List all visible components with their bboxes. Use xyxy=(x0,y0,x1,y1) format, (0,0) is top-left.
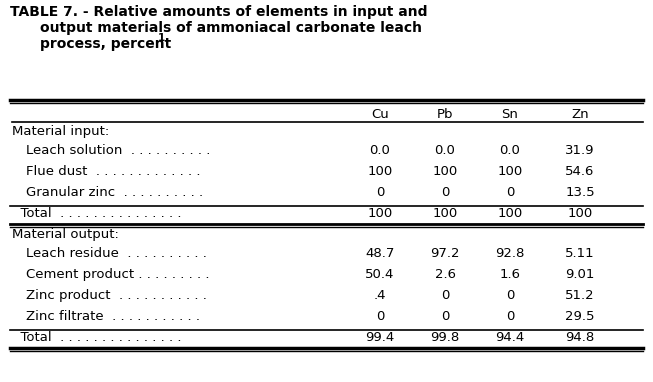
Text: Material output:: Material output: xyxy=(12,228,119,241)
Text: Granular zinc  . . . . . . . . . .: Granular zinc . . . . . . . . . . xyxy=(26,186,203,199)
Text: 1: 1 xyxy=(158,33,165,43)
Text: 0.0: 0.0 xyxy=(434,144,455,157)
Text: 50.4: 50.4 xyxy=(365,268,394,281)
Text: 100: 100 xyxy=(432,207,458,220)
Text: Total  . . . . . . . . . . . . . . .: Total . . . . . . . . . . . . . . . xyxy=(12,207,182,220)
Text: 0: 0 xyxy=(441,289,449,302)
Text: Sn: Sn xyxy=(502,108,518,121)
Text: Leach solution  . . . . . . . . . .: Leach solution . . . . . . . . . . xyxy=(26,144,210,157)
Text: 51.2: 51.2 xyxy=(565,289,595,302)
Text: 99.8: 99.8 xyxy=(430,331,460,344)
Text: Total  . . . . . . . . . . . . . . .: Total . . . . . . . . . . . . . . . xyxy=(12,331,182,344)
Text: 54.6: 54.6 xyxy=(565,165,595,178)
Text: process, percent: process, percent xyxy=(40,37,171,51)
Text: 0.0: 0.0 xyxy=(500,144,520,157)
Text: 0: 0 xyxy=(441,310,449,323)
Text: 0: 0 xyxy=(506,310,514,323)
Text: 0: 0 xyxy=(376,310,384,323)
Text: Material input:: Material input: xyxy=(12,125,109,138)
Text: .4: .4 xyxy=(374,289,387,302)
Text: Leach residue  . . . . . . . . . .: Leach residue . . . . . . . . . . xyxy=(26,247,207,260)
Text: output materials of ammoniacal carbonate leach: output materials of ammoniacal carbonate… xyxy=(40,21,422,35)
Text: Zn: Zn xyxy=(571,108,589,121)
Text: 2.6: 2.6 xyxy=(434,268,456,281)
Text: 0.0: 0.0 xyxy=(370,144,390,157)
Text: TABLE 7. - Relative amounts of elements in input and: TABLE 7. - Relative amounts of elements … xyxy=(10,5,428,19)
Text: 1.6: 1.6 xyxy=(500,268,520,281)
Text: Cement product . . . . . . . . .: Cement product . . . . . . . . . xyxy=(26,268,210,281)
Text: Pb: Pb xyxy=(437,108,453,121)
Text: 100: 100 xyxy=(432,165,458,178)
Text: 29.5: 29.5 xyxy=(565,310,595,323)
Text: 100: 100 xyxy=(567,207,593,220)
Text: Cu: Cu xyxy=(371,108,389,121)
Text: 13.5: 13.5 xyxy=(565,186,595,199)
Text: 100: 100 xyxy=(368,207,392,220)
Text: Zinc product  . . . . . . . . . . .: Zinc product . . . . . . . . . . . xyxy=(26,289,207,302)
Text: 0: 0 xyxy=(441,186,449,199)
Text: 92.8: 92.8 xyxy=(496,247,525,260)
Text: 9.01: 9.01 xyxy=(565,268,595,281)
Text: Flue dust  . . . . . . . . . . . . .: Flue dust . . . . . . . . . . . . . xyxy=(26,165,200,178)
Text: 48.7: 48.7 xyxy=(365,247,394,260)
Text: 0: 0 xyxy=(506,186,514,199)
Text: 5.11: 5.11 xyxy=(565,247,595,260)
Text: Zinc filtrate  . . . . . . . . . . .: Zinc filtrate . . . . . . . . . . . xyxy=(26,310,200,323)
Text: 100: 100 xyxy=(498,165,522,178)
Text: 100: 100 xyxy=(498,207,522,220)
Text: 94.8: 94.8 xyxy=(565,331,595,344)
Text: 0: 0 xyxy=(376,186,384,199)
Text: 100: 100 xyxy=(368,165,392,178)
Text: 0: 0 xyxy=(506,289,514,302)
Text: 99.4: 99.4 xyxy=(366,331,394,344)
Text: 31.9: 31.9 xyxy=(565,144,595,157)
Text: 97.2: 97.2 xyxy=(430,247,460,260)
Text: 94.4: 94.4 xyxy=(496,331,524,344)
